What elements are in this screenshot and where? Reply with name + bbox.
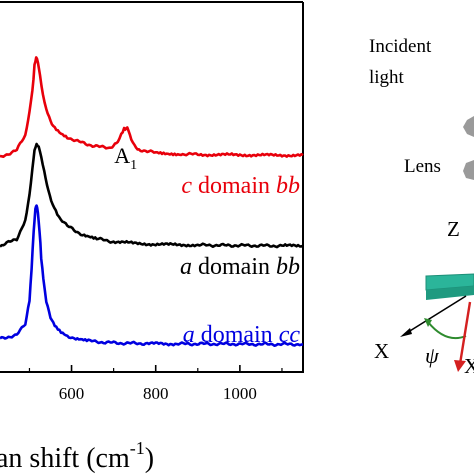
inset-label-psi: ψ <box>425 343 439 368</box>
inset-label-light: light <box>369 67 405 88</box>
x-axis-label-main: an shift (cm <box>0 443 130 474</box>
peak-annotation-main: A <box>114 143 130 168</box>
psi-arrowhead-icon <box>424 318 432 327</box>
series-label-part: cc <box>279 322 301 348</box>
peak-annotation: A1 <box>114 143 137 173</box>
series-lines <box>0 56 304 347</box>
x-axis-label-sup: -1 <box>130 438 145 458</box>
polarization-arrow <box>458 301 472 365</box>
x-axis-arrowhead-icon <box>400 328 412 337</box>
series-label: a domain bb <box>180 254 300 280</box>
sample-slab-front <box>426 286 474 300</box>
x-tick-label: 1000 <box>223 384 257 403</box>
series-label-part: a <box>180 254 192 280</box>
inset-label-z: Z <box>447 217 460 241</box>
series-line <box>0 56 304 158</box>
x-ticks <box>28 365 283 372</box>
inset-label-x: X <box>374 339 389 363</box>
polarization-arrowhead-icon <box>454 360 466 372</box>
series-line <box>0 204 304 347</box>
psi-arc <box>427 321 467 340</box>
series-line <box>0 142 304 249</box>
series-label-part: domain <box>195 322 279 348</box>
series-label-part: domain <box>192 254 276 280</box>
series-label-part: a <box>183 322 195 348</box>
annotations: A1 <box>114 143 137 173</box>
series-label-part: bb <box>276 173 300 199</box>
inset-label-x-prime: X <box>464 354 474 378</box>
series-labels: c domain bba domain bba domain cc <box>180 173 300 348</box>
x-tick-label: 600 <box>59 384 85 403</box>
lens-icon <box>463 116 474 137</box>
x-axis-label: an shift (cm-1) <box>0 438 154 474</box>
sample-slab-top <box>425 273 474 291</box>
peak-annotation-sub: 1 <box>130 158 137 173</box>
x-tick-labels: 600 800 1000 <box>59 384 257 403</box>
inset-label-incident: Incident <box>369 36 432 57</box>
series-label: a domain cc <box>183 322 301 348</box>
plot-area: 600 800 1000 c domain bba domain bba domai… <box>0 1 304 403</box>
inset-label-lens: Lens <box>404 156 441 177</box>
geometry-inset: Incident light Lens Z X ψ X <box>369 36 474 378</box>
series-label-part: domain <box>192 173 276 199</box>
series-label: c domain bb <box>181 173 300 199</box>
x-axis-label-close: ) <box>145 443 154 474</box>
x-tick-label: 800 <box>143 384 169 403</box>
series-label-part: c <box>181 173 192 199</box>
series-label-part: bb <box>276 254 300 280</box>
lens-lower-icon <box>463 160 474 180</box>
x-axis-arrow <box>404 295 467 335</box>
